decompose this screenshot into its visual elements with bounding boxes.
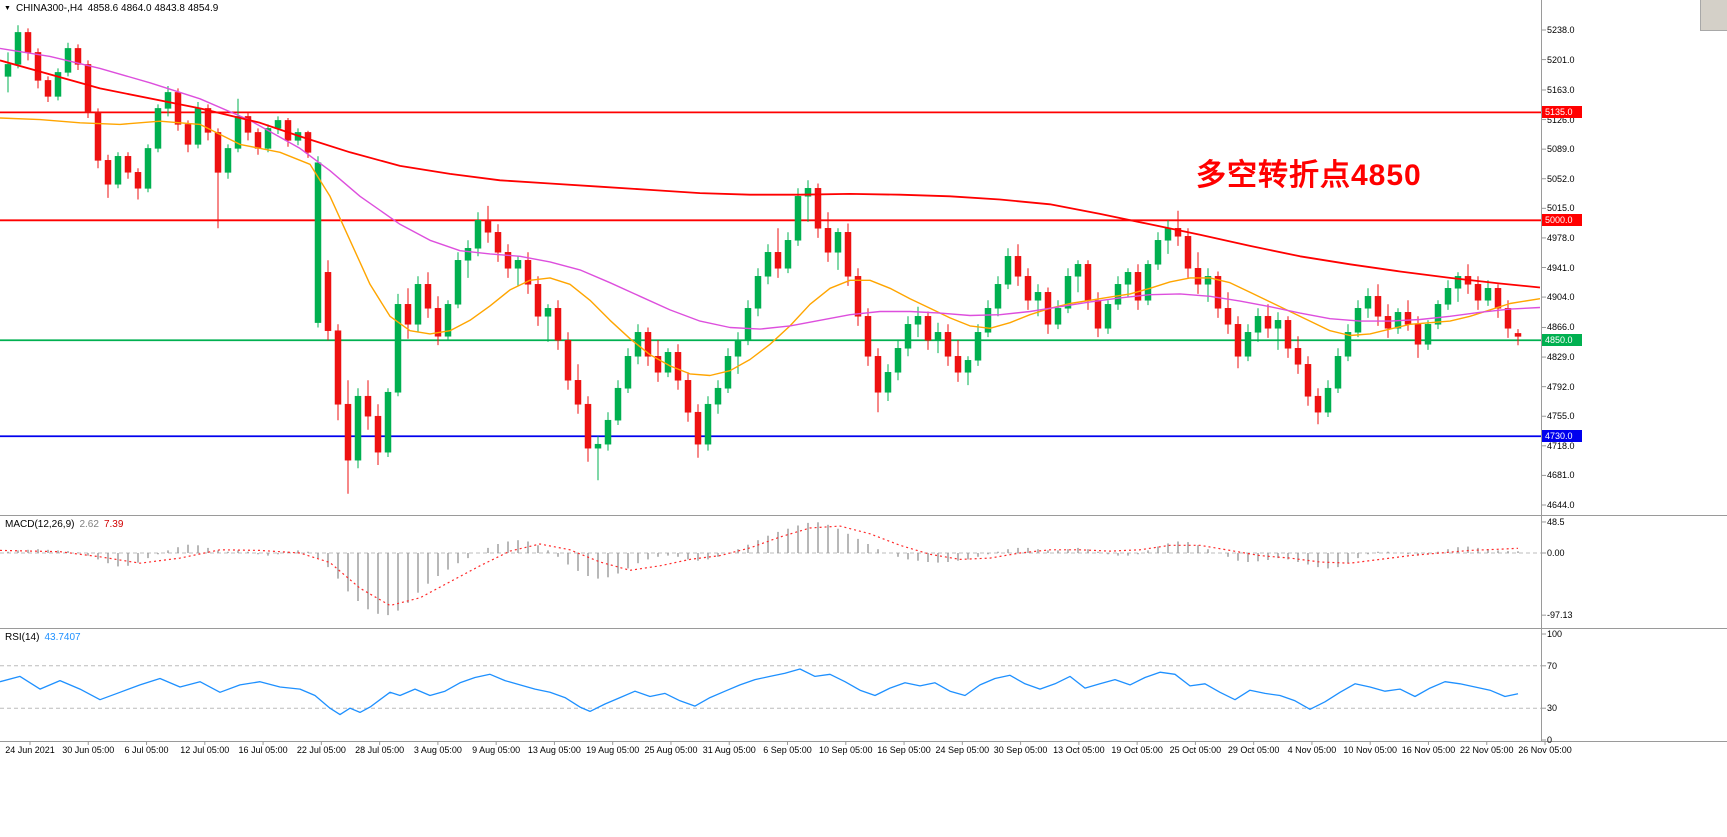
macd-name: MACD(12,26,9): [5, 519, 75, 530]
rsi-indicator-label: RSI(14) 43.7407: [5, 632, 86, 643]
symbol-ohlc-label: ▼ CHINA300-,H4 4858.6 4864.0 4843.8 4854.9: [4, 3, 223, 14]
macd-indicator-label: MACD(12,26,9) 2.62 7.39: [5, 519, 128, 530]
rsi-value: 43.7407: [44, 632, 81, 643]
symbol-title: CHINA300-,H4: [15, 3, 83, 14]
rsi-name: RSI(14): [5, 632, 40, 643]
symbol-ohlc-values: 4858.6 4864.0 4843.8 4854.9: [87, 3, 219, 14]
symbol-dropdown-icon[interactable]: ▼: [4, 5, 11, 12]
macd-value-main: 2.62: [79, 519, 99, 530]
window-corner-box: [1700, 0, 1727, 31]
macd-value-signal: 7.39: [103, 519, 124, 530]
chart-annotation-text[interactable]: 多空转折点4850: [1196, 159, 1422, 192]
